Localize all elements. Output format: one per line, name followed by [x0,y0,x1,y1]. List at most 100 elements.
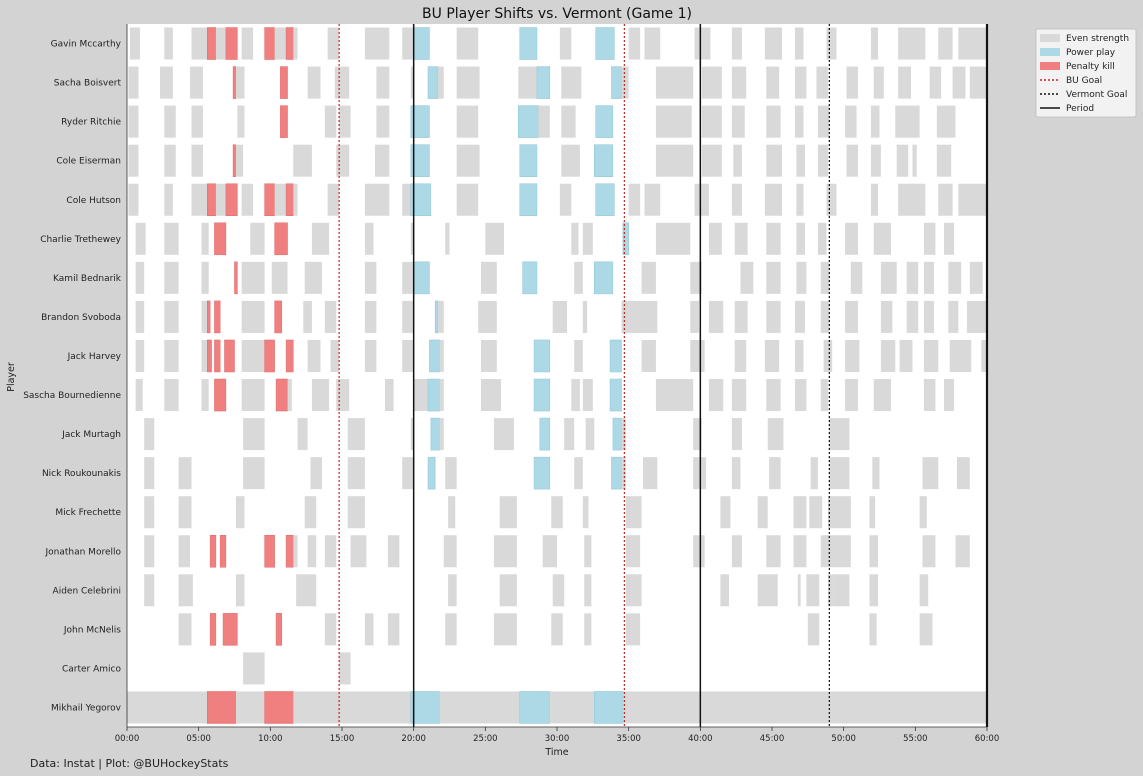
shift-bar-even [128,105,139,138]
shift-bar-even [810,457,818,490]
shift-bar-even [701,66,722,99]
shift-bar-even [364,300,377,333]
shift-bar-even [829,535,851,568]
shift-bar-pp [518,105,539,138]
shift-bar-even [135,379,143,412]
shift-bar-even [806,574,820,607]
shift-bar-even [708,379,724,412]
shift-bar-even [574,457,583,490]
shift-bar-even [552,574,565,607]
shift-bar-pk [264,27,275,60]
legend-label-bu_goal: BU Goal [1066,76,1102,86]
shift-bar-even [402,27,414,60]
shift-bar-even [243,418,265,451]
shift-bar-even [324,105,337,138]
shift-bar-even [376,66,390,99]
shift-bar-even [493,418,514,451]
shift-bar-even [144,457,155,490]
x-axis-label: Time [544,747,568,758]
shift-bar-even [293,183,298,216]
player-label: Aiden Celebrini [53,586,121,596]
shift-bar-even [448,496,456,529]
shift-bar-even [929,66,942,99]
shift-bar-pk [264,339,275,373]
shift-bar-even [880,300,893,333]
shift-bar-even [919,574,929,607]
shift-bar-even [829,418,850,451]
shift-bar-even [574,261,583,294]
player-label: Sacha Boisvert [54,79,122,89]
shift-bar-even [499,496,517,529]
shift-bar-even [944,379,955,412]
shift-bar-even [387,535,400,568]
shift-bar-even [201,261,209,294]
shift-bar-even [334,66,350,99]
shift-bar-even [250,222,265,255]
shift-bar-even [191,183,208,216]
shift-bar-even [628,27,641,60]
shift-bar-pk [234,261,238,295]
shift-bar-even [820,535,830,568]
shift-bar-even [731,27,742,60]
shift-bar-pk [232,144,237,177]
shift-bar-even [870,27,879,60]
shift-bar-even [339,105,351,138]
shift-bar-even [499,574,517,607]
x-tick-label: 10:00 [258,734,283,744]
shift-bar-pp [594,691,624,724]
shift-bar-even [625,496,642,529]
shift-bar-even [564,418,575,451]
shift-bar-pk [274,222,288,256]
shift-bar-even [641,339,656,372]
shift-bar-even [966,300,987,333]
shift-bar-even [820,379,828,412]
legend-label-even: Even strength [1066,34,1129,44]
shift-bar-pp [533,339,551,373]
shift-bar-even [766,535,781,568]
shift-bar-even [796,261,807,294]
shift-bar-even [820,300,830,333]
shift-bar-even [456,105,479,138]
x-tick-label: 00:00 [115,734,140,744]
shift-bar-even [241,379,265,412]
shift-bar-even [311,222,330,255]
shift-bar-even [144,574,155,607]
shift-bar-even [694,183,709,216]
shift-bar-even [235,691,265,724]
shift-bar-even [622,691,987,724]
shift-bar-pp [519,183,538,217]
shift-bar-pp [522,261,538,295]
shift-bar-even [621,457,626,490]
shift-bar-even [347,457,365,490]
shift-bar-pk [285,27,294,60]
shift-bar-even [164,105,176,138]
shift-bar-even [734,222,748,255]
shift-bar-even [443,535,457,568]
shift-bar-even [293,691,411,724]
shift-bar-even [235,496,245,529]
shift-bar-even [906,300,919,333]
shift-bar-even [364,27,390,60]
shift-bar-even [439,339,444,372]
shift-bar-even [178,574,193,607]
player-label: Jack Murtagh [61,430,121,440]
shift-bar-even [845,105,857,138]
shift-bar-pk [219,534,227,568]
shift-bar-even [764,183,783,216]
shift-bar-pk [275,613,283,646]
shift-bar-even [873,379,891,412]
shift-bar-even [731,535,742,568]
shift-bar-even [129,27,140,60]
shift-bar-even [327,27,340,60]
player-label: Nick Roukounakis [42,469,121,479]
shift-bar-even [869,496,876,529]
shift-bar-even [701,105,722,138]
x-tick-label: 15:00 [330,734,355,744]
shift-bar-even [720,496,731,529]
shift-bar-even [191,105,203,138]
shift-bar-even [820,261,830,294]
shift-bar-even [912,144,917,177]
shift-bar-even [144,496,155,529]
shift-bar-even [690,261,702,294]
shift-bar-even [235,66,245,99]
